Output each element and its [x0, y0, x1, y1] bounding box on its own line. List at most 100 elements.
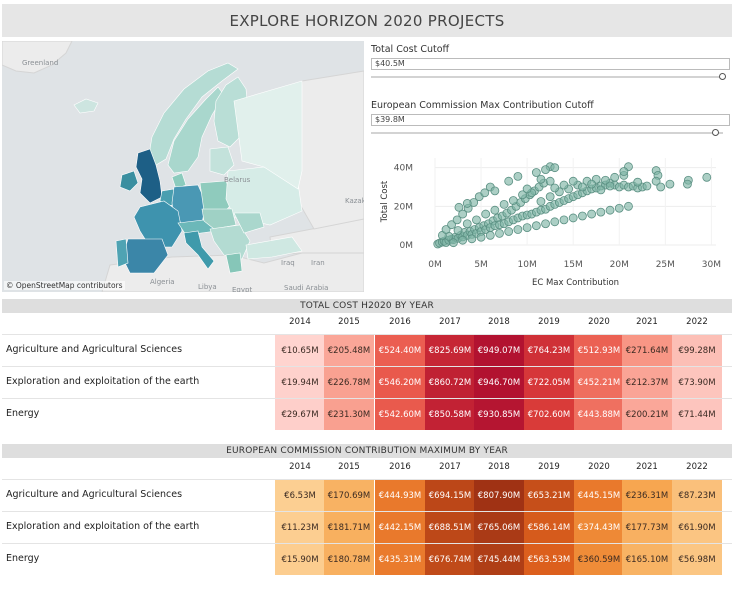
- scatter-point[interactable]: [702, 172, 712, 182]
- heatmap-cell[interactable]: €87.23M: [672, 480, 722, 511]
- heatmap-cell[interactable]: €452.21M: [574, 367, 624, 398]
- scatter-point[interactable]: [531, 168, 541, 177]
- heatmap-cell[interactable]: €512.93M: [574, 335, 624, 366]
- scatter-point[interactable]: [480, 188, 490, 198]
- scatter-point[interactable]: [458, 235, 468, 245]
- scatter-point[interactable]: [596, 207, 606, 217]
- heatmap-cell[interactable]: €860.72M: [425, 367, 475, 398]
- heatmap-cell[interactable]: €524.40M: [375, 335, 425, 366]
- scatter-point[interactable]: [504, 176, 514, 186]
- scatter-point[interactable]: [531, 221, 541, 231]
- scatter-point[interactable]: [485, 230, 495, 240]
- scatter-point[interactable]: [578, 182, 587, 192]
- heatmap-cell[interactable]: €586.14M: [524, 512, 574, 543]
- scatter-point[interactable]: [513, 171, 523, 181]
- scatter-point[interactable]: [522, 184, 532, 194]
- scatter-point[interactable]: [642, 181, 652, 191]
- scatter-point[interactable]: [550, 217, 560, 227]
- ec-max-input[interactable]: $39.8M: [371, 114, 730, 126]
- heatmap-cell[interactable]: €542.60M: [375, 399, 425, 430]
- heatmap-cell[interactable]: €360.59M: [574, 544, 624, 575]
- scatter-point[interactable]: [441, 225, 451, 234]
- heatmap-cell[interactable]: €73.90M: [672, 367, 722, 398]
- scatter-point[interactable]: [559, 215, 569, 225]
- heatmap-cell[interactable]: €56.98M: [672, 544, 722, 575]
- scatter-point[interactable]: [550, 183, 560, 193]
- ec-max-filter[interactable]: European Commission Max Contribution Cut…: [371, 100, 730, 126]
- total-cost-slider-knob[interactable]: [719, 73, 726, 80]
- heatmap-cell[interactable]: €435.31M: [375, 544, 425, 575]
- heatmap-cell[interactable]: €546.20M: [375, 367, 425, 398]
- scatter-point[interactable]: [656, 182, 666, 192]
- scatter-point[interactable]: [619, 167, 629, 176]
- heatmap-cell[interactable]: €825.69M: [425, 335, 475, 366]
- heatmap-cell[interactable]: €170.69M: [324, 480, 374, 511]
- heatmap-cell[interactable]: €226.78M: [324, 367, 374, 398]
- heatmap-cell[interactable]: €445.15M: [574, 480, 624, 511]
- scatter-point[interactable]: [499, 200, 509, 209]
- heatmap-cell[interactable]: €10.65M: [275, 335, 325, 366]
- heatmap-cell[interactable]: €653.21M: [524, 480, 574, 511]
- heatmap-cell[interactable]: €807.90M: [474, 480, 524, 511]
- heatmap-cell[interactable]: €271.64M: [622, 335, 672, 366]
- scatter-svg[interactable]: 0M 20M 40M 0M 5M 10M 15M 20M 25M 30M EC Max Contri…: [371, 150, 731, 292]
- heatmap-cell[interactable]: €61.90M: [672, 512, 722, 543]
- heatmap-cell[interactable]: €11.23M: [275, 512, 325, 543]
- heatmap-cell[interactable]: €181.71M: [324, 512, 374, 543]
- heatmap-cell[interactable]: €443.88M: [574, 399, 624, 430]
- total-cost-input[interactable]: $40.5M: [371, 58, 730, 70]
- scatter-point[interactable]: [596, 185, 606, 195]
- heatmap-cell[interactable]: €180.78M: [324, 544, 374, 575]
- scatter-point[interactable]: [458, 209, 468, 219]
- scatter-point[interactable]: [541, 165, 550, 175]
- heatmap-cell[interactable]: €444.93M: [375, 480, 425, 511]
- scatter-point[interactable]: [452, 215, 462, 225]
- scatter-point[interactable]: [541, 219, 550, 229]
- scatter-point[interactable]: [462, 219, 472, 229]
- heatmap-cell[interactable]: €764.23M: [524, 335, 574, 366]
- heatmap-cell[interactable]: €205.48M: [324, 335, 374, 366]
- ec-max-slider-knob[interactable]: [711, 129, 719, 136]
- scatter-point[interactable]: [536, 197, 546, 206]
- heatmap-cell[interactable]: €29.67M: [275, 399, 325, 430]
- ec-max-slider-track[interactable]: [371, 132, 723, 134]
- heatmap-cell[interactable]: €200.21M: [622, 399, 672, 430]
- scatter-point[interactable]: [522, 223, 532, 232]
- scatter-point[interactable]: [490, 186, 500, 196]
- scatter-plot[interactable]: 0M 20M 40M 0M 5M 10M 15M 20M 25M 30M EC Max Contri…: [371, 150, 731, 292]
- scatter-point[interactable]: [614, 203, 624, 213]
- scatter-point[interactable]: [587, 179, 597, 189]
- scatter-point[interactable]: [624, 201, 633, 211]
- scatter-point[interactable]: [453, 226, 463, 235]
- heatmap-cell[interactable]: €563.53M: [524, 544, 574, 575]
- scatter-point[interactable]: [476, 232, 486, 242]
- map-attribution[interactable]: © OpenStreetMap contributors: [4, 281, 125, 290]
- heatmap-cell[interactable]: €231.30M: [324, 399, 374, 430]
- scatter-point[interactable]: [610, 172, 620, 182]
- scatter-point[interactable]: [683, 179, 692, 189]
- scatter-point[interactable]: [550, 163, 560, 173]
- scatter-point[interactable]: [568, 176, 578, 186]
- scatter-point[interactable]: [665, 179, 675, 189]
- heatmap-cell[interactable]: €850.58M: [425, 399, 475, 430]
- scatter-point[interactable]: [651, 176, 661, 186]
- scatter-point[interactable]: [504, 227, 514, 236]
- heatmap-cell[interactable]: €15.90M: [275, 544, 325, 575]
- map-canvas[interactable]: [2, 41, 364, 292]
- scatter-point[interactable]: [472, 215, 481, 225]
- scatter-point[interactable]: [490, 205, 500, 215]
- heatmap-cell[interactable]: €236.31M: [622, 480, 672, 511]
- scatter-point[interactable]: [495, 229, 504, 238]
- scatter-point[interactable]: [578, 211, 587, 221]
- scatter-point[interactable]: [545, 192, 555, 202]
- scatter-point[interactable]: [568, 213, 578, 223]
- scatter-point[interactable]: [587, 209, 597, 219]
- scatter-point[interactable]: [454, 202, 464, 212]
- scatter-point[interactable]: [518, 190, 527, 200]
- scatter-point[interactable]: [545, 176, 555, 186]
- scatter-point[interactable]: [467, 234, 477, 244]
- heatmap-cell[interactable]: €99.28M: [672, 335, 722, 366]
- heatmap-cell[interactable]: €930.85M: [474, 399, 524, 430]
- scatter-point[interactable]: [605, 181, 615, 191]
- heatmap-cell[interactable]: €946.70M: [474, 367, 524, 398]
